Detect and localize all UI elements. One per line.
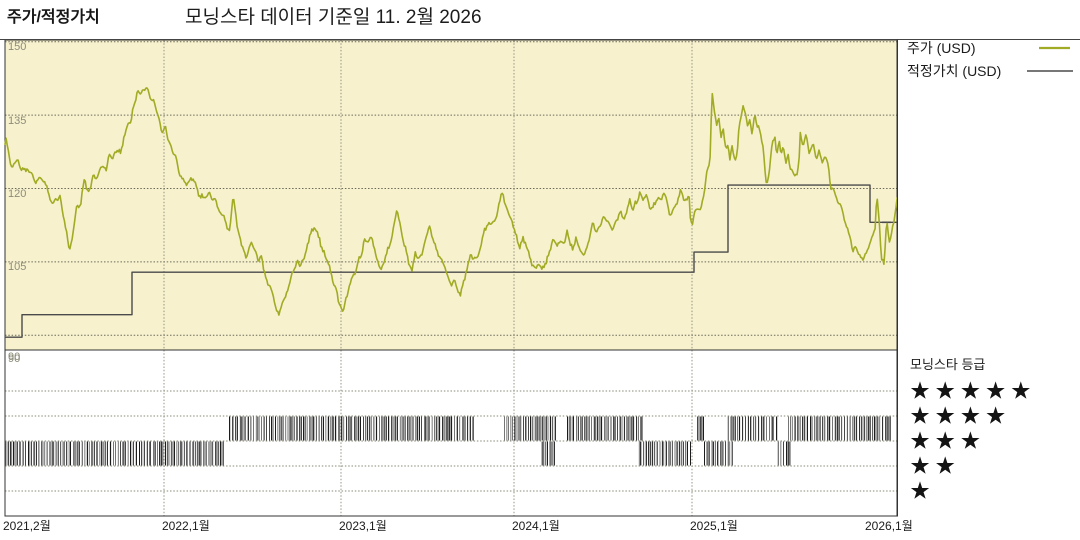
- svg-text:2022,1월: 2022,1월: [162, 519, 210, 533]
- svg-text:120: 120: [8, 188, 26, 200]
- svg-text:2025,1월: 2025,1월: [690, 519, 738, 533]
- svg-text:2021,2월: 2021,2월: [3, 519, 51, 533]
- svg-text:적정가치 (USD): 적정가치 (USD): [907, 63, 1001, 79]
- svg-text:2026,1월: 2026,1월: [865, 519, 913, 533]
- svg-text:150: 150: [8, 41, 26, 53]
- svg-text:2023,1월: 2023,1월: [339, 519, 387, 533]
- svg-text:135: 135: [8, 115, 26, 127]
- svg-text:90: 90: [8, 351, 20, 363]
- svg-text:주가 (USD): 주가 (USD): [907, 40, 976, 56]
- svg-text:2024,1월: 2024,1월: [512, 519, 560, 533]
- svg-text:모닝스타 등급: 모닝스타 등급: [910, 357, 985, 372]
- svg-text:105: 105: [8, 261, 26, 273]
